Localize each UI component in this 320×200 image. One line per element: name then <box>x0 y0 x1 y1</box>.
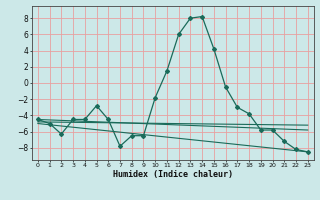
X-axis label: Humidex (Indice chaleur): Humidex (Indice chaleur) <box>113 170 233 179</box>
